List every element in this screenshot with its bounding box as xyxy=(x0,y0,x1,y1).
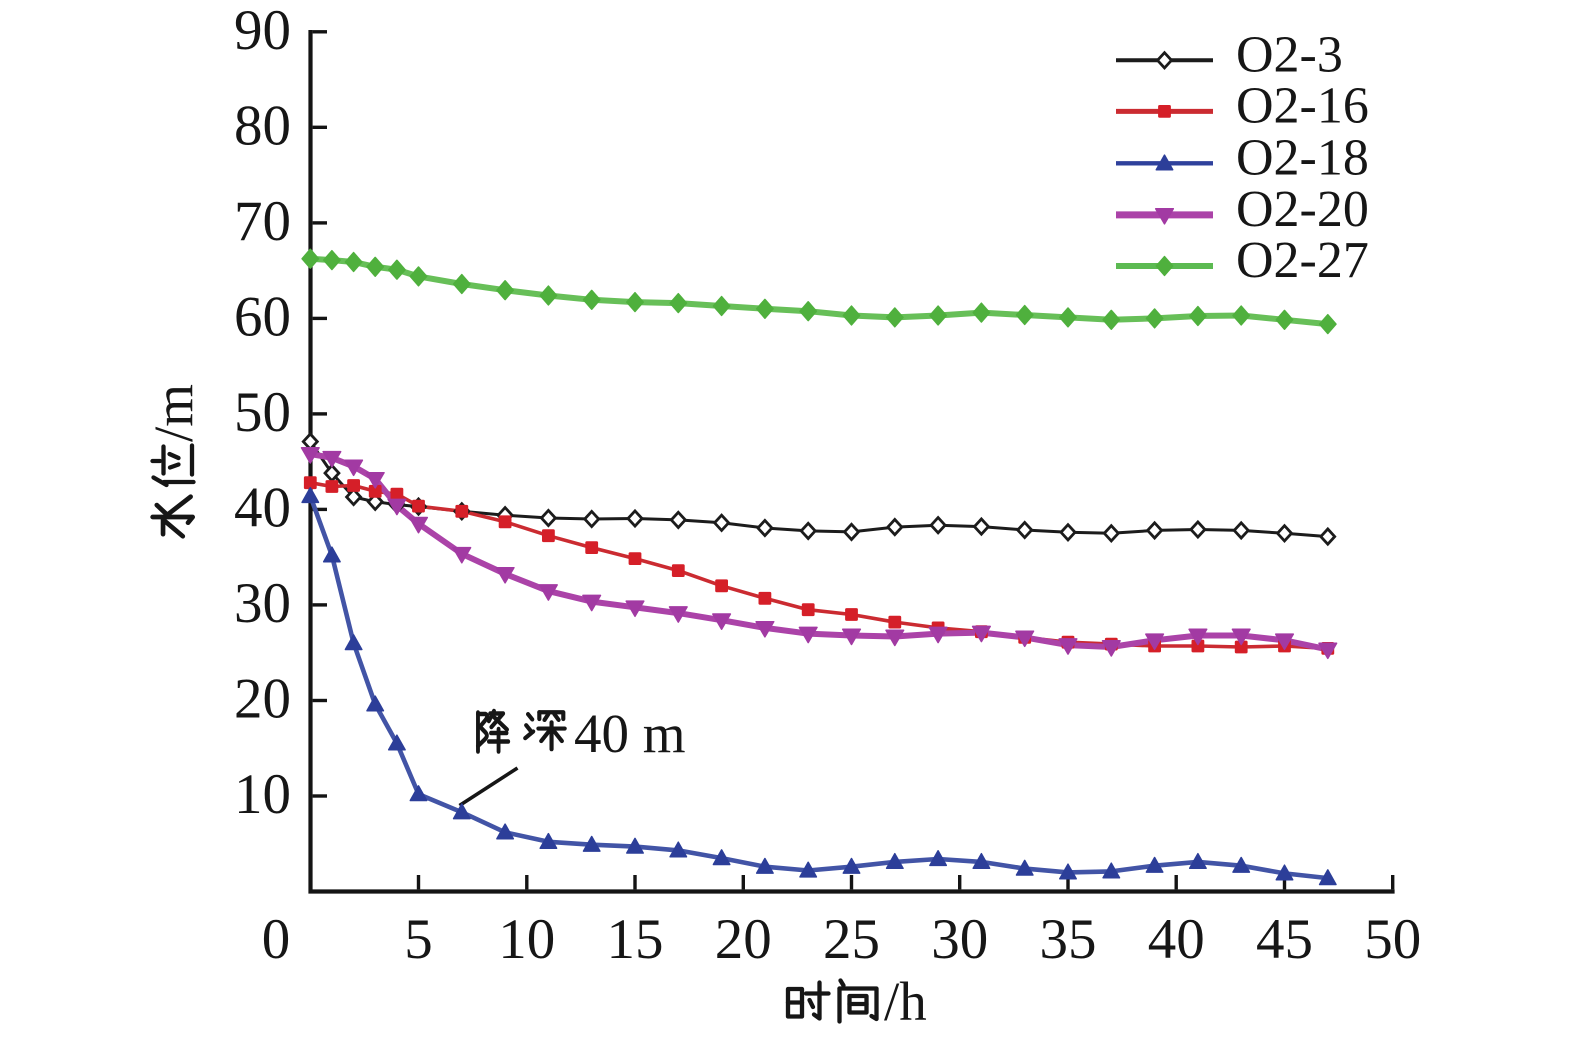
svg-text:60: 60 xyxy=(234,285,291,348)
svg-text:/m: /m xyxy=(143,384,204,442)
svg-text:O2-16: O2-16 xyxy=(1236,77,1369,134)
svg-text:25: 25 xyxy=(823,908,880,971)
svg-text:20: 20 xyxy=(715,908,772,971)
svg-text:90: 90 xyxy=(234,0,291,62)
svg-text:O2-27: O2-27 xyxy=(1236,232,1369,289)
svg-text:50: 50 xyxy=(1364,908,1421,971)
svg-text:20: 20 xyxy=(234,668,291,731)
svg-text:O2-3: O2-3 xyxy=(1236,26,1343,83)
svg-text:O2-18: O2-18 xyxy=(1236,129,1369,186)
svg-text:40: 40 xyxy=(234,476,291,539)
svg-text:70: 70 xyxy=(234,190,291,253)
svg-text:45: 45 xyxy=(1256,908,1313,971)
svg-text:30: 30 xyxy=(234,572,291,635)
svg-text:15: 15 xyxy=(607,908,664,971)
svg-text:80: 80 xyxy=(234,94,291,157)
svg-text:/h: /h xyxy=(884,971,927,1032)
svg-text:5: 5 xyxy=(404,908,433,971)
svg-text:0: 0 xyxy=(262,908,291,971)
svg-text:50: 50 xyxy=(234,381,291,444)
svg-text:30: 30 xyxy=(931,908,988,971)
svg-text:40 m: 40 m xyxy=(574,703,686,764)
svg-text:10: 10 xyxy=(234,763,291,826)
svg-text:10: 10 xyxy=(498,908,555,971)
svg-text:40: 40 xyxy=(1148,908,1205,971)
svg-text:O2-20: O2-20 xyxy=(1236,181,1369,238)
svg-text:35: 35 xyxy=(1040,908,1097,971)
